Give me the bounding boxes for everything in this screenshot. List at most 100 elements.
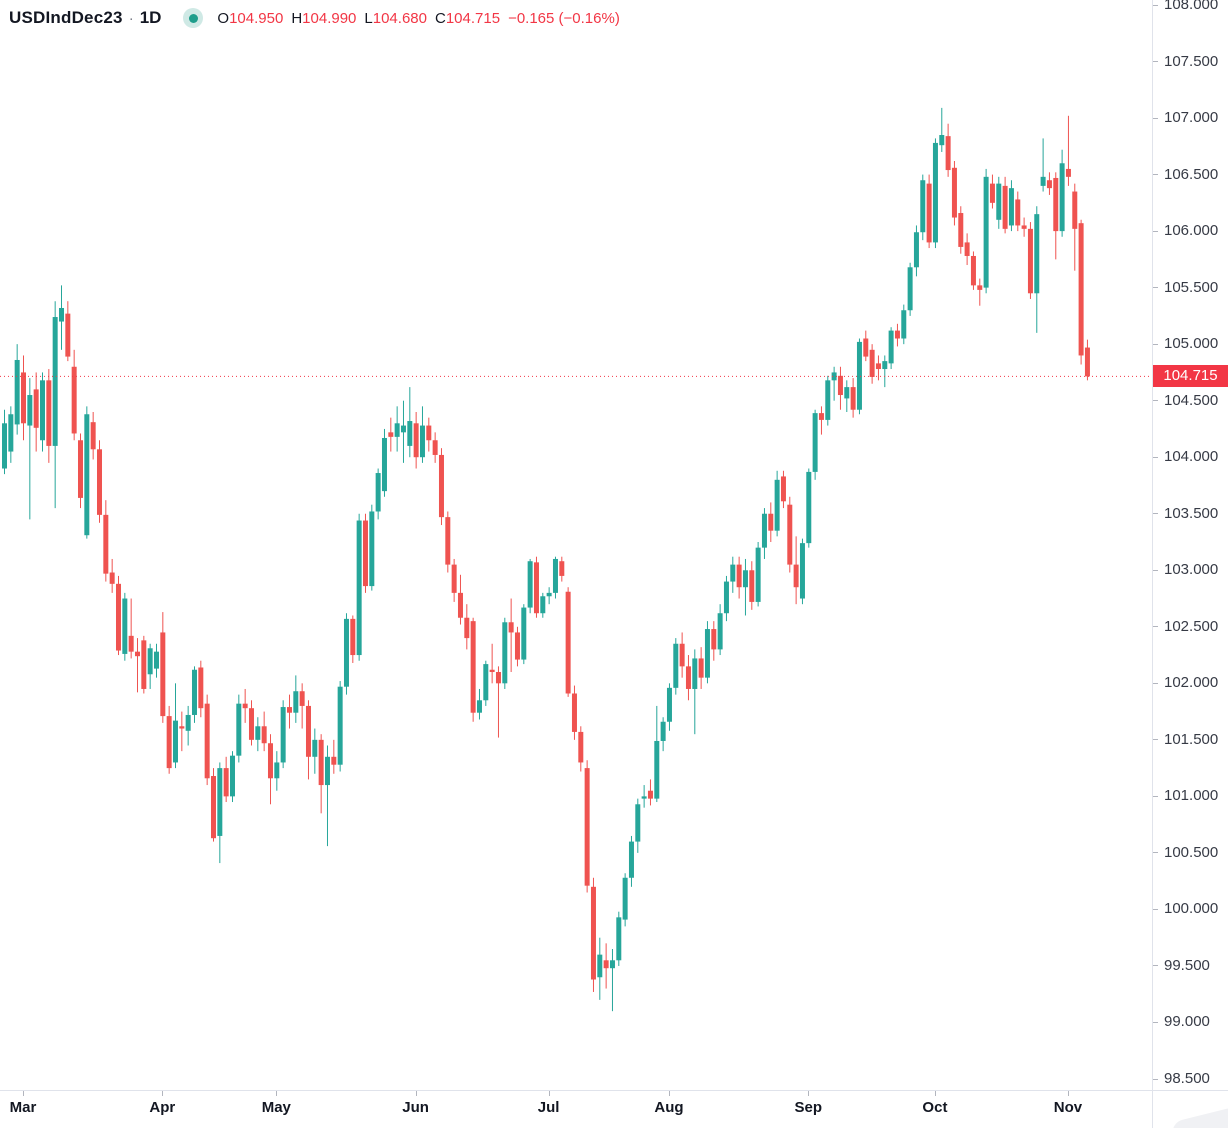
candle <box>103 500 109 582</box>
high-label: H <box>291 9 303 27</box>
candle <box>749 561 755 610</box>
candle <box>578 726 584 772</box>
candle <box>286 694 292 729</box>
time-axis[interactable]: Mar Apr May Jun Jul Aug Sep Oct Nov <box>0 1090 1228 1128</box>
candle <box>147 643 153 689</box>
candle <box>58 285 64 350</box>
time-axis-month-label[interactable]: Sep <box>794 1099 823 1116</box>
candle <box>869 344 875 384</box>
time-axis-month-label[interactable]: Aug <box>654 1099 684 1116</box>
candle <box>970 251 976 290</box>
close-value: 104.715 <box>445 9 501 27</box>
candle <box>761 508 767 559</box>
candle <box>185 705 191 746</box>
month-tick-mark <box>22 1091 24 1096</box>
price-tick-mark <box>1153 1078 1158 1080</box>
candle <box>603 943 609 989</box>
candle <box>590 877 596 992</box>
open-label: O <box>217 9 230 27</box>
candle <box>584 760 590 893</box>
candle <box>1002 176 1008 234</box>
price-tick-label: 105.500 <box>1164 278 1219 296</box>
time-axis-month-label[interactable]: Oct <box>922 1099 948 1116</box>
candle <box>476 688 482 720</box>
last-price-label: 104.715 <box>1153 365 1228 388</box>
candle <box>388 417 394 452</box>
candle <box>793 536 799 605</box>
candle <box>660 717 666 752</box>
price-tick-mark <box>1153 626 1158 628</box>
price-tick-label: 102.000 <box>1164 674 1219 692</box>
candle <box>609 948 615 1012</box>
candle <box>1008 180 1014 232</box>
candle <box>717 604 723 656</box>
candle <box>856 338 862 415</box>
candle <box>394 406 400 452</box>
candle <box>799 538 805 605</box>
time-axis-month-label[interactable]: Nov <box>1053 1099 1083 1116</box>
price-tick-mark <box>1153 513 1158 515</box>
price-tick-mark <box>1153 456 1158 458</box>
candle <box>616 911 622 966</box>
symbol-name[interactable]: USDIndDec23 <box>9 8 123 27</box>
candle <box>122 592 128 661</box>
candle <box>362 513 368 593</box>
time-axis-month-label[interactable]: Jul <box>537 1099 560 1116</box>
candle <box>1084 339 1090 381</box>
candle <box>951 161 957 226</box>
price-axis[interactable]: 104.715 108.000 107.500 107.000 106.500 106.… <box>1152 0 1228 1090</box>
candle <box>293 675 299 723</box>
candle <box>8 406 14 463</box>
candle <box>755 542 761 607</box>
candle <box>825 375 831 426</box>
candle <box>958 206 964 254</box>
candle <box>312 728 318 774</box>
candle <box>831 366 837 401</box>
candle <box>654 705 660 803</box>
candle <box>989 174 995 209</box>
price-tick-label: 100.500 <box>1164 843 1219 861</box>
time-axis-month-label[interactable]: Apr <box>149 1099 176 1116</box>
interval-label[interactable]: 1D <box>139 8 162 27</box>
candle <box>527 558 533 614</box>
candle <box>350 615 356 663</box>
candle <box>172 683 178 769</box>
price-tick-label: 99.500 <box>1164 956 1210 974</box>
time-axis-month-label[interactable]: Jun <box>402 1099 429 1116</box>
candle <box>191 666 197 723</box>
candle <box>337 681 343 772</box>
candle <box>514 626 520 667</box>
candle <box>356 513 362 661</box>
candle <box>546 587 552 605</box>
candlestick-chart-pane[interactable] <box>0 0 1152 1090</box>
price-tick-mark <box>1153 739 1158 741</box>
candle <box>818 406 824 435</box>
candle <box>882 355 888 388</box>
candle <box>742 558 748 616</box>
candle <box>736 556 742 599</box>
candle <box>27 378 33 520</box>
candle <box>730 556 736 593</box>
price-tick-mark <box>1153 795 1158 797</box>
time-axis-month-label[interactable]: Mar <box>9 1099 37 1116</box>
month-tick-mark <box>808 1091 810 1096</box>
candle <box>96 440 102 523</box>
candle <box>134 638 140 693</box>
candle <box>540 592 546 618</box>
candle <box>780 470 786 509</box>
candle <box>666 683 672 731</box>
candle <box>1065 115 1071 186</box>
candle <box>324 745 330 847</box>
candle <box>46 369 52 463</box>
candle <box>812 409 818 480</box>
price-tick-label: 101.500 <box>1164 730 1219 748</box>
market-status-icon <box>183 8 204 28</box>
candle <box>1072 183 1078 271</box>
candle <box>1034 206 1040 333</box>
candle <box>597 937 603 1000</box>
candle <box>280 700 286 769</box>
candle <box>115 575 121 656</box>
candle <box>1059 149 1065 237</box>
time-axis-month-label[interactable]: May <box>261 1099 291 1116</box>
